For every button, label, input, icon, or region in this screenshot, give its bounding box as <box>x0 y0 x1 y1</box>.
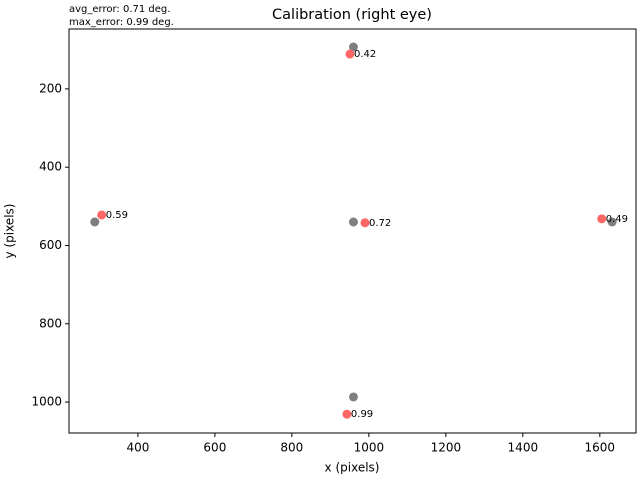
point <box>348 217 358 227</box>
x-axis-label: x (pixels) <box>325 461 380 475</box>
point-label: 0.59 <box>106 210 128 221</box>
chart-title: Calibration (right eye) <box>272 7 432 23</box>
x-tick-label: 1400 <box>508 441 539 455</box>
y-tick-label: 800 <box>39 316 62 330</box>
point <box>607 217 617 227</box>
y-tick-label: 600 <box>39 238 62 252</box>
point <box>348 392 358 402</box>
y-axis-label: y (pixels) <box>3 204 17 259</box>
point <box>342 409 352 419</box>
point <box>345 49 355 59</box>
point <box>97 210 107 220</box>
y-tick-label: 200 <box>39 81 62 95</box>
point-label: 0.42 <box>354 49 376 60</box>
annotation: avg_error: 0.71 deg. <box>69 4 170 15</box>
point-label: 0.99 <box>351 409 373 420</box>
x-tick-label: 1600 <box>585 441 616 455</box>
x-tick-label: 800 <box>280 441 303 455</box>
point <box>360 218 370 228</box>
x-tick-label: 600 <box>203 441 226 455</box>
point-label: 0.72 <box>369 218 391 229</box>
point <box>597 214 607 224</box>
y-tick-label: 1000 <box>31 395 62 409</box>
x-tick-label: 1000 <box>354 441 385 455</box>
point <box>90 217 100 227</box>
x-tick-label: 1200 <box>431 441 462 455</box>
x-tick-label: 400 <box>126 441 149 455</box>
y-tick-label: 400 <box>39 160 62 174</box>
plot-frame <box>68 28 637 434</box>
point <box>348 42 358 52</box>
annotation: max_error: 0.99 deg. <box>69 17 174 28</box>
point-label: 0.49 <box>606 214 628 225</box>
